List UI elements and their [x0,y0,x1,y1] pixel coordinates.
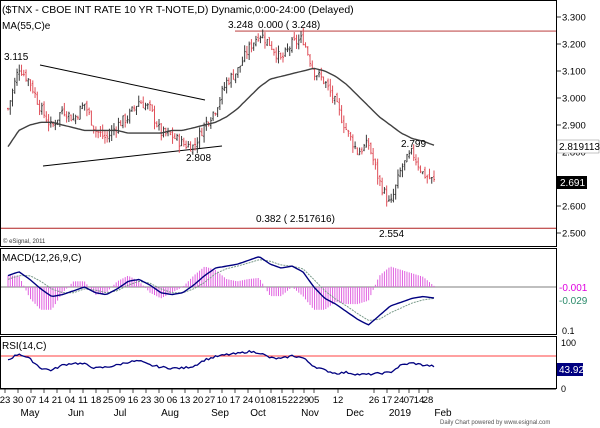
x-day-label: 22 [288,395,299,406]
price-tick-label: 3.100 [562,67,586,78]
x-day-label: 27 [205,395,216,406]
price-panel-border [0,0,557,247]
trendlines [39,64,223,167]
macd-signal-line [7,259,435,321]
price-gridlines [557,16,561,234]
x-month-label: Jun [68,408,84,419]
x-day-label: 05 [309,395,320,406]
price-tick-label: 3.200 [562,40,586,51]
price-panel: 3.3003.2003.1003.0002.9002.8002.7002.600… [0,0,600,247]
price-y-axis: 3.3003.2003.1003.0002.9002.8002.7002.600… [562,13,586,240]
x-day-label: 23 [0,395,10,406]
x-day-label: 17 [382,395,393,406]
price-tick-label: 3.000 [562,94,586,105]
x-day-label: 30 [13,395,24,406]
rsi-line [7,349,435,376]
price-tick-label: 2.600 [562,202,586,213]
x-day-label: 07 [26,395,37,406]
x-day-label: 06 [167,395,178,406]
x-day-label: 11 [78,395,88,406]
x-month-label: Jul [114,408,127,419]
rsi-tick-100: 100 [561,338,576,348]
x-day-label: 28 [423,395,434,406]
x-day-label: 01 [255,395,266,406]
macd-label: MACD(12,26,9,C) [2,253,81,264]
annotation-2554: 2.554 [379,229,404,240]
annotation-2799: 2.799 [401,139,426,150]
x-day-label: 23 [141,395,152,406]
x-month-label: 2019 [389,408,412,419]
svg-text:2.691: 2.691 [560,178,585,189]
fib-000-label: 0.000 ( 3.248) [258,20,320,31]
x-month-label: Feb [434,408,452,419]
macd-tick: 0.1 [562,326,575,336]
x-month-label: Nov [301,408,319,419]
svg-text:2.819113: 2.819113 [559,142,600,153]
macd-panel: MACD(12,26,9,C) -0.001 -0.029 0.1 [0,248,589,336]
ma55-line [7,67,435,148]
price-tick-label: 2.500 [562,229,586,240]
x-day-label: 16 [128,395,139,406]
x-month-label: Sep [211,408,229,419]
x-day-label: 07 [404,395,415,406]
x-day-label: 21 [52,395,63,406]
rsi-tick-0: 0 [561,384,566,394]
svg-text:-0.001: -0.001 [559,283,588,294]
x-day-label: 18 [91,395,102,406]
rsi-label: RSI(14,C) [2,341,46,352]
x-day-label: 24 [394,395,405,406]
annotation-3115: 3.115 [4,52,29,63]
x-day-label: 04 [65,395,76,406]
annotation-2808: 2.808 [186,153,211,164]
x-month-label: May [21,408,40,419]
last-value-badge-ma: 2.819113 [556,139,600,154]
x-day-label: 12 [333,395,344,406]
fib-382-label: 0.382 ( 2.517616) [256,214,335,225]
price-tick-label: 3.300 [562,13,586,24]
x-day-label: 14 [414,395,425,406]
x-day-label: 26 [369,395,380,406]
svg-text:-0.029: -0.029 [559,296,588,307]
rsi-value-badge: 43.92 [557,363,584,376]
x-day-label: 15 [277,395,288,406]
x-day-label: 08 [266,395,277,406]
macd-value-badge-1: -0.001 [557,281,589,294]
last-value-badge-price: 2.691 [557,176,587,189]
copyright-text: © eSignal, 2011 [3,238,46,245]
chart-title: ($TNX - CBOE INT RATE 10 YR T-NOTE,D) Dy… [2,4,354,16]
macd-line [7,256,435,326]
x-day-label: 09 [115,395,126,406]
macd-value-badge-2: -0.029 [557,294,589,307]
x-month-labels: May Jun Jul Aug Sep Oct Nov Dec 2019 Feb [21,408,453,419]
annotation-3248: 3.248 [228,20,253,31]
svg-text:43.92: 43.92 [559,365,584,376]
x-day-label: 14 [39,395,50,406]
x-day-label: 30 [154,395,165,406]
price-tick-label: 2.900 [562,121,586,132]
x-month-label: Oct [250,408,266,419]
lower-trendline [42,145,223,167]
esignal-credit: Daily Chart powered by www.esignal.com [440,420,550,426]
x-day-label: 10 [217,395,228,406]
x-day-label: 20 [193,395,204,406]
x-month-label: Aug [161,408,179,419]
x-day-labels: 23 30 07 14 21 04 11 18 25 09 16 23 30 06 13 20 27 10 17 24… [0,389,433,406]
x-day-label: 25 [103,395,114,406]
rsi-panel-border [0,336,557,389]
x-day-label: 24 [243,395,254,406]
x-month-label: Dec [346,408,364,419]
x-day-label: 29 [299,395,310,406]
x-day-label: 13 [180,395,191,406]
x-axis: 23 30 07 14 21 04 11 18 25 09 16 23 30 06 13 20 27 10 17 24… [0,388,556,419]
upper-trendline [39,64,206,101]
rsi-panel: RSI(14,C) 100 43.92 0 [0,336,584,394]
x-day-label: 17 [230,395,241,406]
fibonacci-lines [1,30,556,229]
ma-label: MA(55,C)e [2,21,51,32]
